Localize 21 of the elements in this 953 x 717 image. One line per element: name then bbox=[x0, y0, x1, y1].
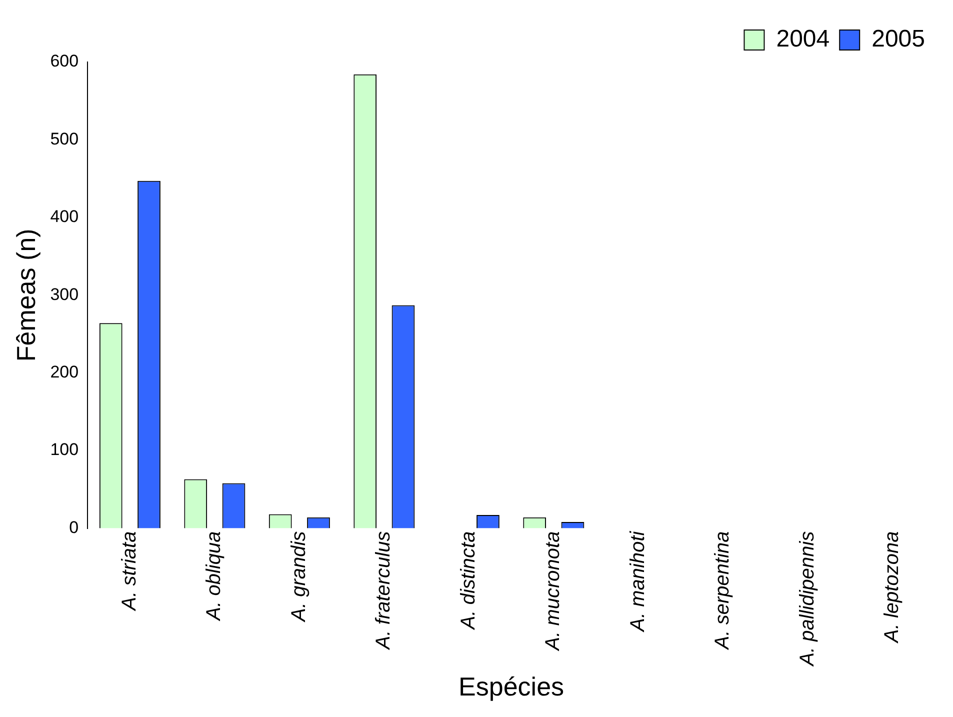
x-tick-label: A. fraterculus bbox=[372, 531, 395, 650]
y-tick-label: 200 bbox=[50, 362, 79, 382]
legend-label: 2004 bbox=[776, 26, 830, 53]
x-tick-label: A. grandis bbox=[288, 531, 310, 622]
x-tick-label: A. mucronota bbox=[542, 531, 564, 652]
x-tick-label: A. serpentina bbox=[712, 531, 734, 650]
x-axis-title: Espécies bbox=[458, 672, 564, 702]
x-tick-label: A. pallidipennis bbox=[796, 531, 818, 667]
y-tick-label: 100 bbox=[50, 440, 79, 460]
y-tick-label: 300 bbox=[50, 284, 79, 304]
x-tick-label: A. striata bbox=[118, 531, 140, 612]
y-axis-title: Fêmeas (n) bbox=[10, 228, 41, 362]
y-tick-label: 400 bbox=[50, 207, 79, 226]
y-tick-label: 0 bbox=[69, 518, 79, 537]
x-tick-label: A. obliqua bbox=[203, 531, 226, 622]
x-tick-label: A. manihoti bbox=[626, 530, 649, 632]
y-tick-label: 600 bbox=[50, 52, 79, 71]
x-tick-label: A. leptozona bbox=[881, 531, 904, 644]
x-tick-label: A. distincta bbox=[457, 531, 480, 630]
y-tick-label: 500 bbox=[50, 129, 79, 148]
legend-label: 2005 bbox=[872, 26, 925, 53]
